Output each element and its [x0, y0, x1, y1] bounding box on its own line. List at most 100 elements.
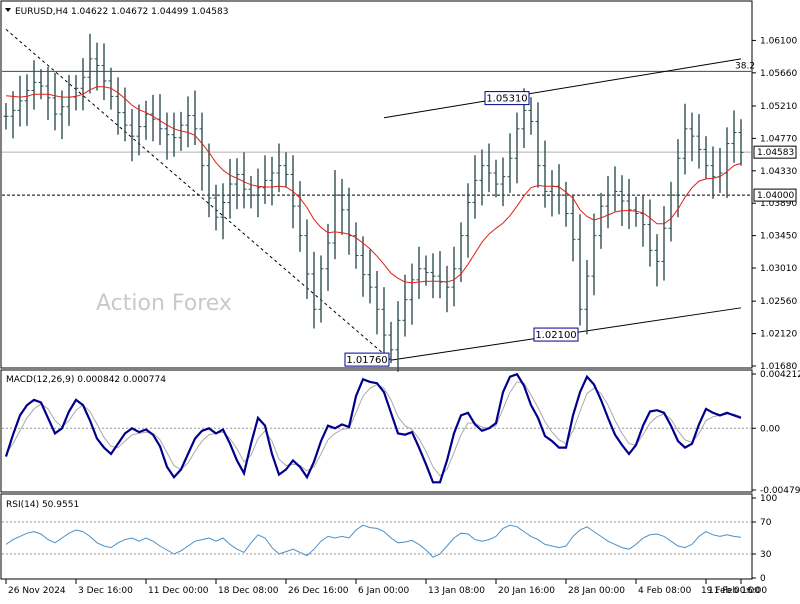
price-bar — [73, 75, 79, 111]
watermark-text: Action Forex — [96, 291, 232, 316]
price-bar — [381, 287, 387, 355]
price-bar — [479, 149, 485, 206]
price-bar — [535, 102, 541, 188]
price-bar — [731, 110, 737, 163]
price-bar — [591, 213, 597, 296]
price-bar — [570, 194, 576, 262]
price-bar — [542, 140, 548, 208]
price-annotation-box — [533, 327, 579, 342]
price-bar — [45, 66, 51, 120]
collapse-arrow-icon[interactable] — [5, 8, 11, 12]
price-bar — [388, 321, 394, 364]
macd-header: MACD(12,26,9) 0.000842 0.000774 — [6, 375, 166, 385]
rsi-panel-frame — [0, 493, 753, 580]
price-bar — [276, 143, 282, 193]
time-tick-label: 28 Jan 00:00 — [568, 586, 625, 596]
price-y-tick-label: 1.02560 — [760, 297, 797, 307]
price-bar — [367, 249, 373, 304]
price-bar — [374, 270, 380, 335]
price-bar — [87, 33, 93, 94]
price-bar — [717, 147, 723, 193]
price-bar — [486, 143, 492, 193]
price-y-tick-label: 1.04770 — [760, 134, 797, 144]
macd-panel-frame — [0, 369, 753, 493]
price-bar — [437, 251, 443, 299]
price-bar — [472, 155, 478, 219]
macd-y-tick-label: -0.004794 — [760, 486, 800, 496]
price-layer: 38.2 1.05310 1.02100 1.01760 — [2, 28, 755, 372]
price-bar — [241, 152, 247, 209]
price-bar — [605, 175, 611, 229]
price-bar — [668, 181, 674, 242]
price-bar — [262, 155, 268, 204]
macd-y-tick-label: 0.004212 — [760, 370, 800, 380]
level-price-box — [753, 188, 797, 202]
price-bar — [150, 94, 156, 142]
time-tick-label: 4 Feb 08:00 — [638, 586, 692, 596]
price-bar — [451, 246, 457, 307]
price-bar — [626, 178, 632, 229]
time-tick-label: 20 Jan 16:00 — [498, 586, 555, 596]
price-bar — [199, 112, 205, 191]
rsi-header: RSI(14) 50.9551 — [6, 500, 79, 510]
price-bar — [122, 87, 128, 142]
price-bar — [710, 146, 716, 199]
price-bar — [234, 158, 240, 210]
price-bar — [206, 143, 212, 218]
price-bar — [31, 60, 37, 110]
rsi-y-tick-label: 30 — [760, 550, 772, 560]
price-bar — [360, 236, 366, 297]
price-bar — [493, 159, 499, 198]
price-bar — [283, 152, 289, 188]
fib-label: 38.2 — [735, 61, 755, 71]
price-bar — [416, 246, 422, 299]
price-y-tick-label: 1.06100 — [760, 36, 797, 46]
price-bar — [647, 199, 653, 267]
price-bar — [17, 75, 23, 127]
price-bar — [227, 159, 233, 219]
time-tick-label: 19 Feb 00:00 — [701, 586, 760, 596]
price-bar — [304, 219, 310, 299]
price-panel-frame — [0, 0, 753, 369]
price-bar — [339, 178, 345, 235]
macd-layer — [2, 372, 751, 484]
time-tick-label: 11 Feb 16:00 — [708, 586, 767, 596]
moving-average-line — [5, 86, 742, 284]
price-bar — [164, 112, 170, 160]
price-bar — [248, 175, 254, 209]
price-bar — [444, 265, 450, 313]
price-bar — [556, 164, 562, 215]
price-bar — [220, 183, 226, 240]
price-bar — [654, 234, 660, 287]
price-annotation-label: 1.02100 — [535, 330, 576, 341]
macd-signal-line — [5, 381, 742, 477]
macd-main-line — [4, 372, 742, 484]
current-price-box — [753, 145, 797, 159]
price-bar — [94, 42, 100, 91]
price-bar — [584, 259, 590, 335]
price-bar — [458, 222, 464, 283]
axis-layer: 1.06100 1.05660 1.05210 1.04770 1.04330 1.038… — [5, 36, 800, 596]
price-bar — [38, 69, 44, 100]
price-y-tick-label: 1.05660 — [760, 69, 797, 79]
price-bar — [430, 253, 436, 299]
price-bar — [675, 139, 681, 218]
price-bar — [507, 133, 513, 193]
price-bar — [682, 103, 688, 175]
price-bar — [423, 255, 429, 286]
price-bar — [311, 251, 317, 329]
time-tick-label: 26 Nov 2024 — [8, 586, 66, 596]
price-bar — [346, 187, 352, 255]
price-bar — [598, 192, 604, 249]
price-bar — [318, 255, 324, 323]
rsi-layer — [2, 521, 751, 558]
time-tick-label: 18 Dec 08:00 — [218, 586, 279, 596]
price-bar — [549, 170, 555, 217]
price-bar — [269, 156, 275, 206]
price-bar — [577, 214, 583, 326]
price-bar — [80, 58, 86, 111]
price-bar — [185, 96, 191, 148]
time-tick-label: 3 Dec 16:00 — [78, 586, 133, 596]
price-bar — [738, 119, 744, 166]
